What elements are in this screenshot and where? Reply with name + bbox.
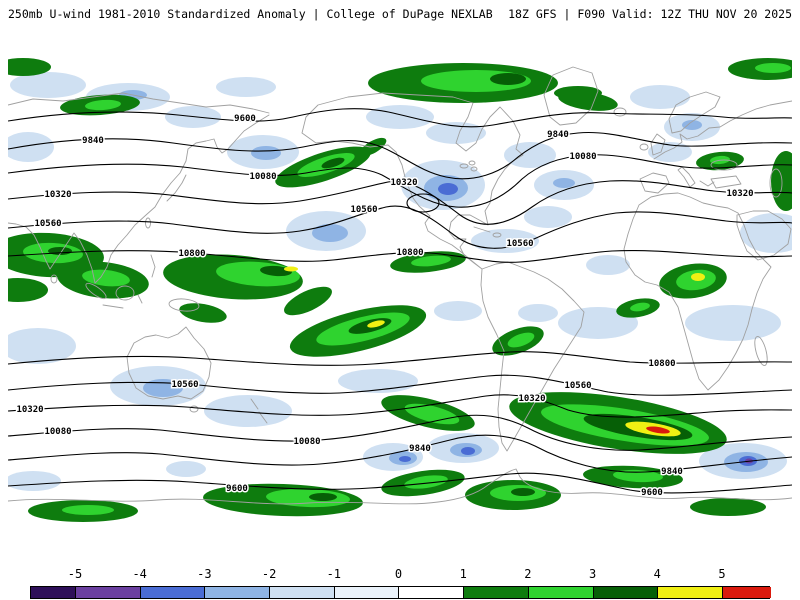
colorbar-segment bbox=[723, 587, 771, 598]
contour-label: 9840 bbox=[547, 130, 569, 140]
colorbar-segment bbox=[31, 587, 76, 598]
contour-label: 10320 bbox=[44, 190, 71, 200]
colorbar-segment bbox=[464, 587, 529, 598]
colorbar-tick: -1 bbox=[326, 567, 342, 581]
contour-label: 10560 bbox=[34, 219, 61, 229]
colorbar-tick: 3 bbox=[588, 567, 597, 581]
colorbar-segment bbox=[528, 587, 594, 598]
contour-label: 10320 bbox=[518, 394, 545, 404]
anomaly-map: 9600 9840 9840 10080 10080 10320 10320 10320 105… bbox=[8, 58, 792, 522]
contour-label: 10800 bbox=[396, 248, 423, 258]
colorbar-tick: 2 bbox=[524, 567, 532, 581]
colorbar-bar bbox=[30, 586, 771, 599]
colorbar-tick: -4 bbox=[132, 567, 147, 581]
colorbar-segment bbox=[593, 587, 659, 598]
contour-labels: 9600 9840 9840 10080 10080 10320 10320 10320 105… bbox=[15, 113, 755, 500]
contour-label: 10320 bbox=[16, 405, 43, 415]
contour-label: 10800 bbox=[648, 359, 675, 369]
contour-label: 10080 bbox=[249, 172, 276, 182]
contour-label: 9600 bbox=[226, 484, 248, 494]
colorbar-segment bbox=[76, 587, 141, 598]
colorbar-tick: 4 bbox=[653, 567, 661, 581]
colorbar-tick: -3 bbox=[197, 567, 212, 581]
map-title: 250mb U-wind 1981-2010 Standardized Anom… bbox=[8, 7, 493, 21]
contour-label: 9600 bbox=[234, 114, 256, 124]
contour-label: 10560 bbox=[506, 239, 533, 249]
contour-label: 10560 bbox=[564, 381, 591, 391]
colorbar-segment bbox=[658, 587, 723, 598]
colorbar-tick: 1 bbox=[459, 567, 467, 581]
contour-label: 10080 bbox=[569, 152, 596, 162]
colorbar-ticks: -5 -4 -3 -2 -1 0 1 2 3 4 5 bbox=[0, 567, 800, 582]
contour-label: 9840 bbox=[661, 467, 683, 477]
contour-label: 10080 bbox=[44, 427, 71, 437]
colorbar-tick: 5 bbox=[718, 567, 726, 581]
colorbar-segment bbox=[334, 587, 400, 598]
colorbar-segment bbox=[205, 587, 271, 598]
height-contours bbox=[8, 108, 792, 494]
colorbar-segment bbox=[140, 587, 206, 598]
contour-label: 9840 bbox=[409, 444, 431, 454]
colorbar-tick: 0 bbox=[394, 567, 403, 581]
contour-label: 10320 bbox=[726, 189, 753, 199]
colorbar-tick: -2 bbox=[261, 567, 277, 581]
contour-label: 10560 bbox=[171, 380, 198, 390]
contour-label: 10080 bbox=[293, 437, 320, 447]
contour-label: 9600 bbox=[641, 488, 663, 498]
anomaly-shading bbox=[8, 58, 792, 522]
model-valid-time: 18Z GFS | F090 Valid: 12Z THU NOV 20 202… bbox=[508, 7, 792, 21]
colorbar-segment bbox=[270, 587, 335, 598]
contour-label: 10320 bbox=[390, 178, 417, 188]
colorbar: -5 -4 -3 -2 -1 0 1 2 3 4 5 bbox=[0, 567, 800, 600]
coastlines bbox=[8, 66, 792, 505]
colorbar-segment bbox=[399, 587, 465, 598]
contour-label: 10560 bbox=[350, 205, 377, 215]
contour-label: 10800 bbox=[178, 249, 205, 259]
contour-label: 9840 bbox=[82, 136, 104, 146]
colorbar-tick: -5 bbox=[67, 567, 83, 581]
